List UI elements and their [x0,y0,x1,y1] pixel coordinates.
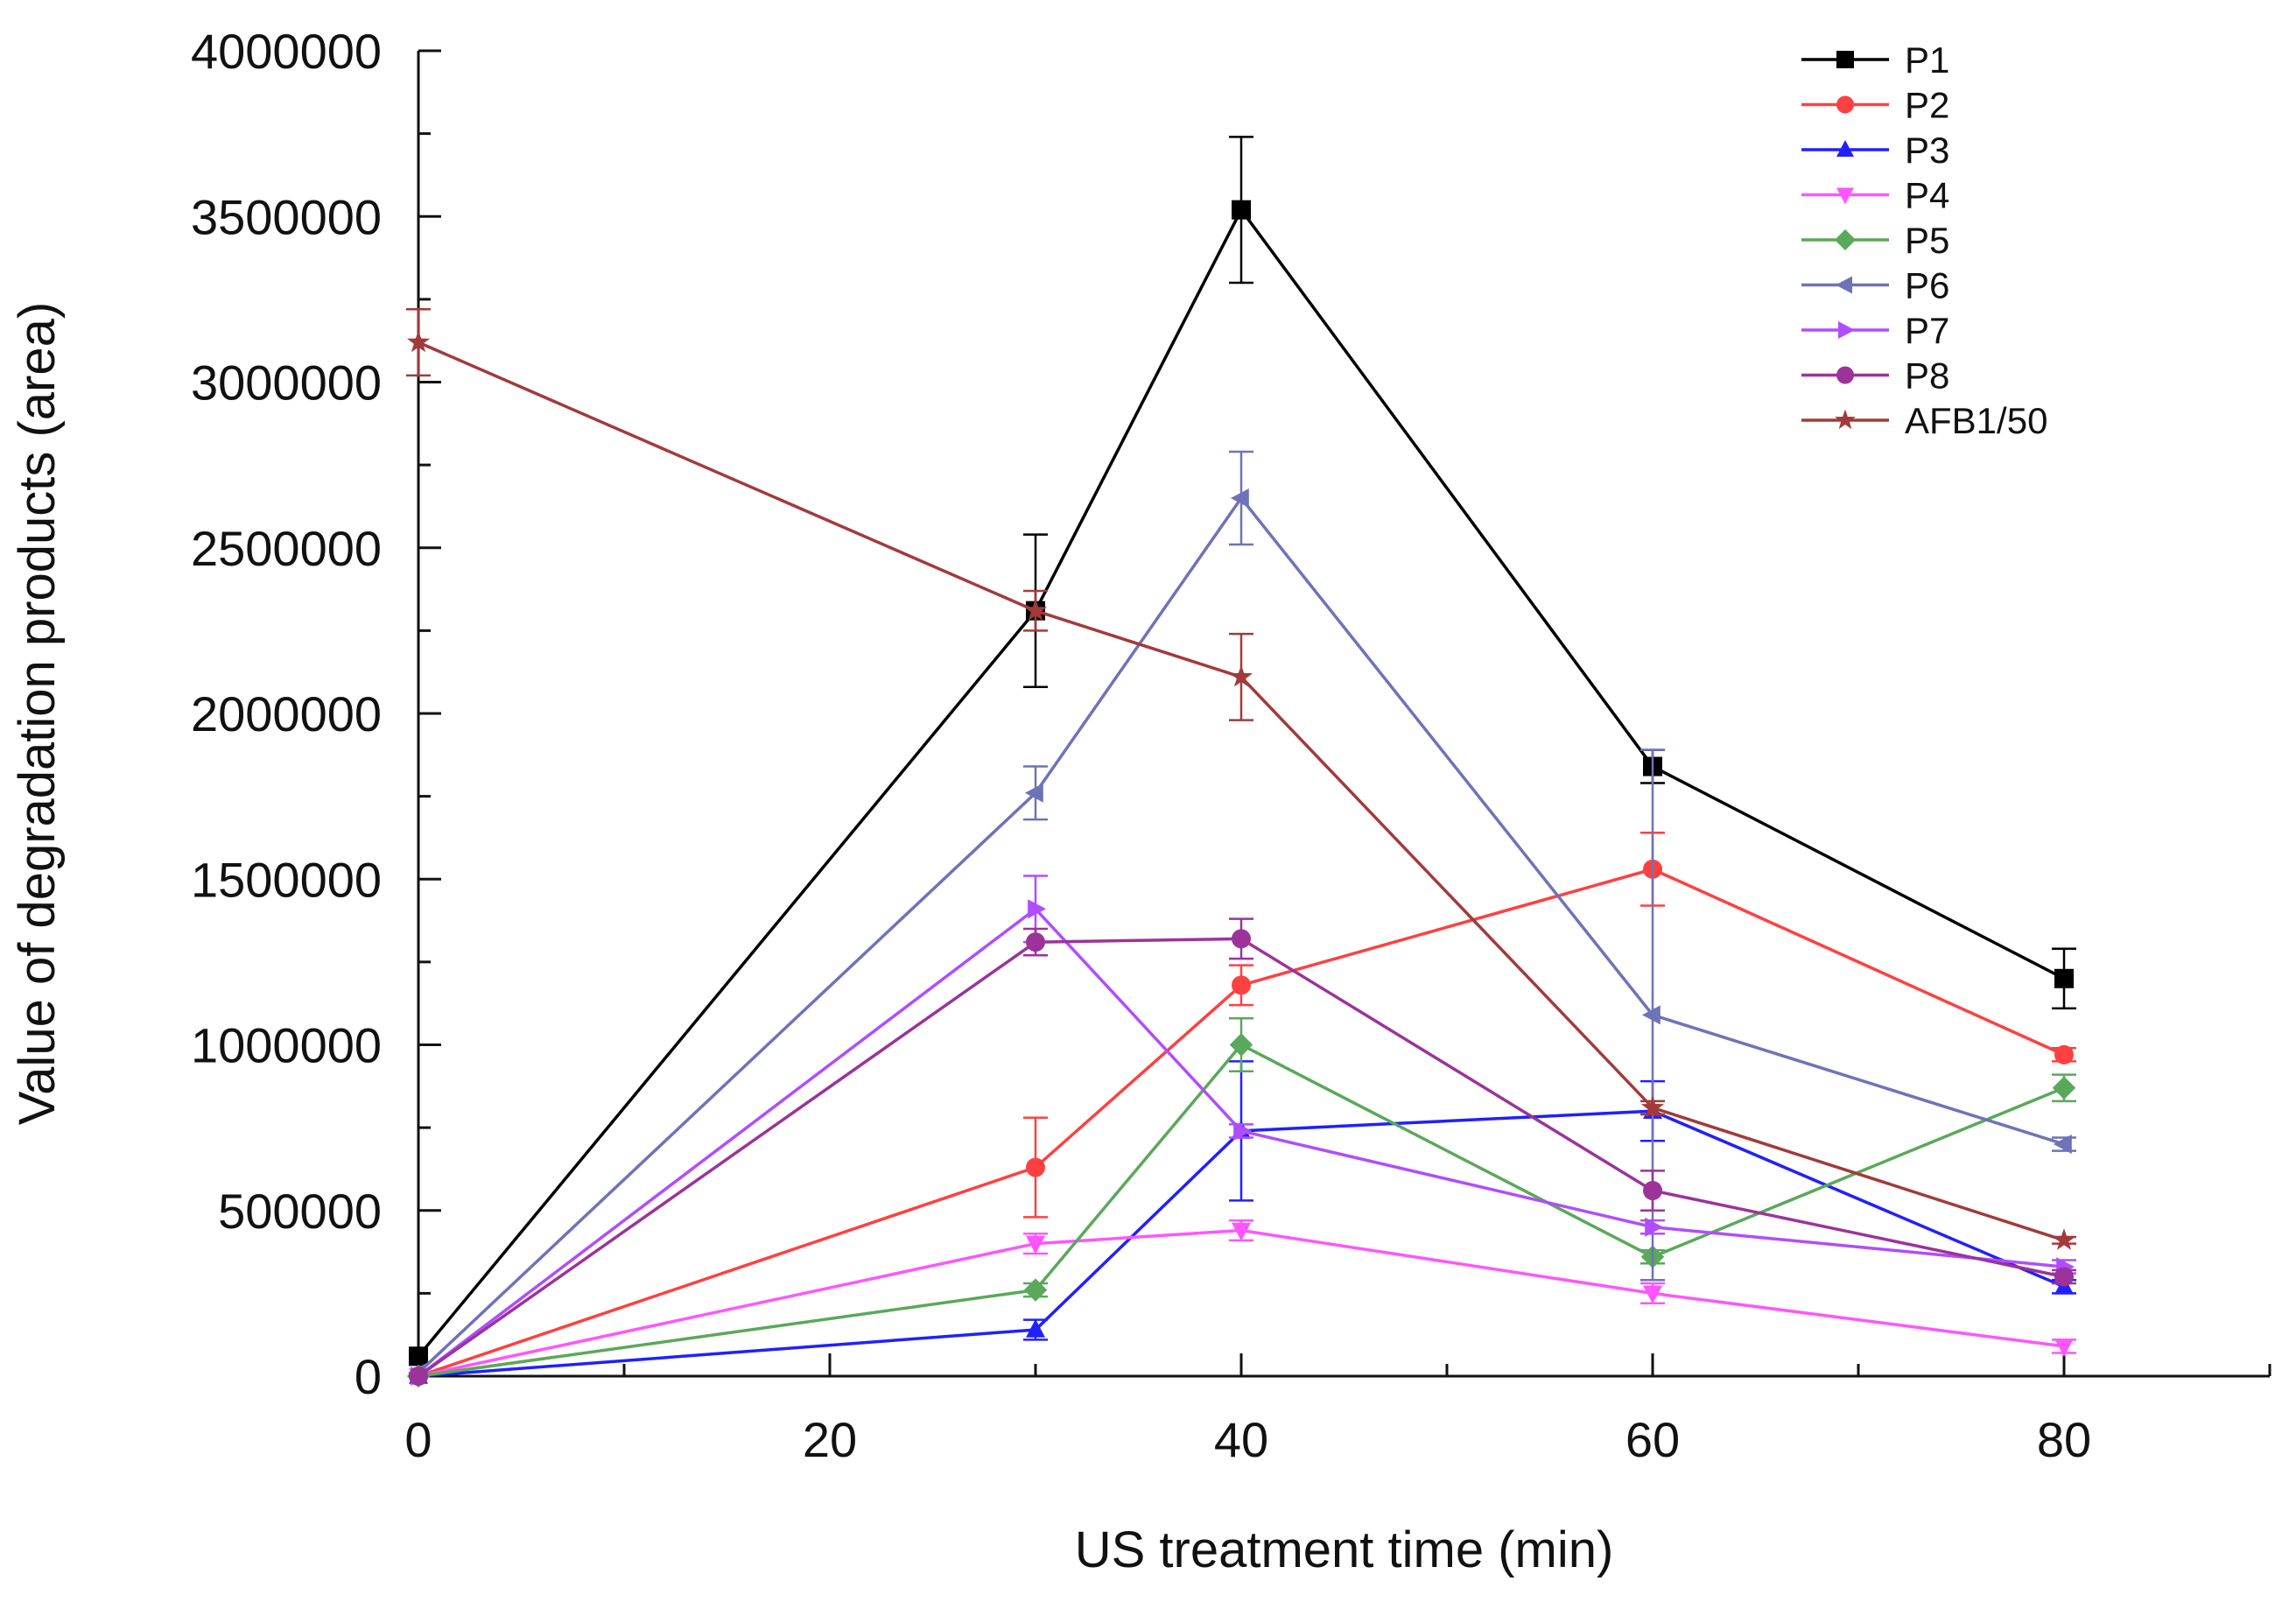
y-tick-label: 3500000 [191,189,382,244]
series-p2 [409,832,2076,1386]
x-axis-title: US treatment time (min) [1075,1521,1614,1578]
data-point [1232,929,1251,949]
y-tick-label: 500000 [218,1184,382,1239]
legend-label: P7 [1905,310,1949,351]
y-tick-label: 0 [355,1349,382,1404]
series-p7 [411,875,2076,1386]
legend-item: P3 [1801,130,1949,171]
series-p8 [409,917,2076,1386]
data-point [1232,200,1251,220]
data-point [1645,1217,1664,1237]
data-point [1229,1033,1253,1057]
y-axis-title: Value of degradation products (area) [9,302,66,1125]
legend-item: P6 [1801,265,1949,306]
data-point [1024,783,1043,803]
series-afb1-50 [406,307,2076,1250]
data-point [1026,1235,1045,1254]
x-tick-label: 80 [2037,1412,2091,1467]
x-tick-label: 20 [803,1412,857,1467]
data-point [1028,899,1047,919]
y-tick-label: 2000000 [191,686,382,741]
legend-marker [1836,276,1852,294]
legend-label: P3 [1905,130,1949,171]
legend-label: AFB1/50 [1905,400,2047,441]
legend-label: P4 [1905,175,1949,216]
y-tick-label: 1000000 [191,1018,382,1073]
legend-item: AFB1/50 [1801,400,2047,441]
data-point [1026,932,1045,952]
legend-item: P4 [1801,175,1949,216]
legend-marker [1836,187,1854,205]
y-tick-label: 3000000 [191,355,382,411]
x-tick-label: 60 [1625,1412,1680,1467]
data-point [2054,1339,2074,1357]
data-point [1233,1121,1253,1141]
data-point [2054,1044,2074,1064]
axes [417,51,2270,1378]
series-p1 [409,136,2076,1367]
legend-marker [1836,140,1854,157]
legend-label: P2 [1905,85,1949,126]
data-point [1643,1285,1662,1304]
data-point [1026,1318,1045,1338]
data-point [406,330,431,353]
legend-label: P8 [1905,355,1949,397]
data-point [2054,968,2074,988]
data-point [1640,1095,1665,1118]
data-point [409,1367,428,1386]
legend-label: P6 [1905,265,1949,306]
legend-label: P5 [1905,220,1949,261]
ticks: 0 500000 1000000 1500000 2000000 2500000 30000… [191,24,2271,1467]
data-point [2052,1076,2076,1100]
data-point [1641,1005,1661,1025]
data-point [1023,598,1048,621]
data-point [2052,1228,2076,1250]
legend-marker [1836,366,1854,384]
legend-marker [1836,51,1854,68]
data-point [1643,1181,1662,1201]
x-tick-label: 0 [404,1412,432,1467]
data-point [409,1346,428,1367]
legend-marker [1835,409,1856,430]
data-point [1230,488,1249,508]
legend-item: P5 [1801,220,1949,261]
data-point [1026,1157,1045,1177]
x-tick-label: 40 [1214,1412,1268,1467]
legend-marker [1838,321,1855,339]
legend-marker [1835,229,1856,250]
data-point [1232,1222,1251,1241]
data-point [1232,975,1251,995]
y-tick-label: 1500000 [191,852,382,907]
legend-item: P1 [1801,39,1949,81]
series-layer [406,136,2076,1388]
series-p3 [409,1060,2076,1384]
data-point [2053,1135,2072,1154]
data-point [2054,1267,2074,1287]
legend-item: P2 [1801,85,1949,126]
legend-label: P1 [1905,39,1949,81]
y-tick-label: 4000000 [191,24,382,79]
y-tick-label: 2500000 [191,521,382,576]
legend-marker [1836,95,1854,114]
legend-item: P8 [1801,355,1949,397]
data-point [1229,664,1253,687]
legend-item: P7 [1801,310,1949,351]
data-point [1023,1278,1048,1302]
